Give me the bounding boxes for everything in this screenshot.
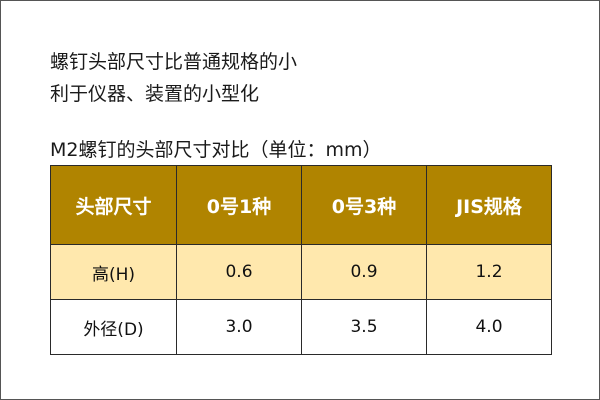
header-cell-type-0-1: 0号1种 [176,165,302,245]
table-cell: 3.0 [176,299,302,355]
table-cell: 0.6 [176,244,302,300]
head-size-table: 头部尺寸 0号1种 0号3种 JIS规格 高(H) 0.6 0.9 1.2 外径… [50,165,552,355]
header-cell-type-0-3: 0号3种 [301,165,427,245]
table-caption: M2螺钉的头部尺寸对比（单位：mm） [50,139,382,161]
intro-line-2: 利于仪器、装置的小型化 [50,83,260,105]
header-cell-head-size: 头部尺寸 [50,165,177,245]
table-cell: 1.2 [426,244,552,300]
header-cell-jis: JIS规格 [426,165,552,245]
table-row: 高(H) 0.6 0.9 1.2 [50,244,552,300]
table-cell: 0.9 [301,244,427,300]
table-row: 外径(D) 3.0 3.5 4.0 [50,299,552,355]
row-label-diameter: 外径(D) [50,299,177,355]
intro-text: 螺钉头部尺寸比普通规格的小 利于仪器、装置的小型化 [50,46,550,110]
row-label-height: 高(H) [50,244,177,300]
table-cell: 4.0 [426,299,552,355]
table-header-row: 头部尺寸 0号1种 0号3种 JIS规格 [50,165,552,245]
intro-line-1: 螺钉头部尺寸比普通规格的小 [50,51,298,73]
table-cell: 3.5 [301,299,427,355]
